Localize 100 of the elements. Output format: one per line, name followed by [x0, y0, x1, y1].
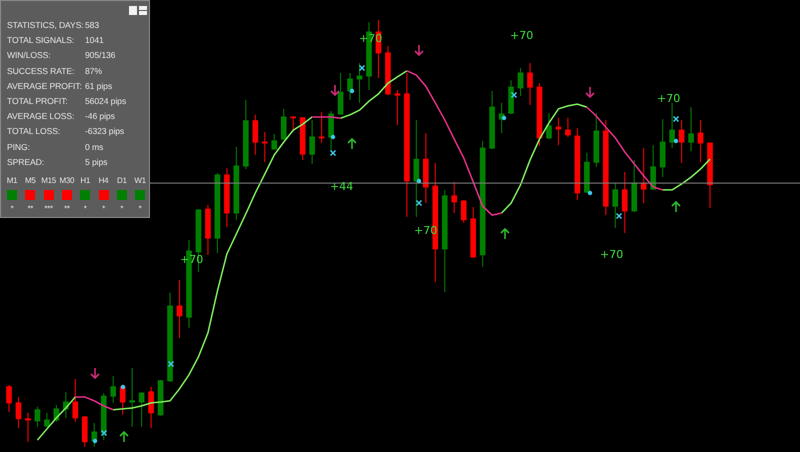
- candlestick: [214, 172, 220, 254]
- category-label: W1: [133, 176, 147, 185]
- candlestick: [290, 116, 296, 132]
- annotation: 1041: [85, 35, 104, 46]
- candlestick: [536, 82, 542, 146]
- annotation: STATISTICS, DAYS:: [7, 20, 84, 30]
- category-label: D1: [116, 176, 128, 185]
- candlestick: [622, 172, 628, 234]
- annotation: 87%: [85, 66, 102, 76]
- candlestick: [280, 108, 287, 140]
- candlestick: [318, 111, 324, 144]
- annotation: TOTAL SIGNALS:: [7, 35, 74, 46]
- category-label: M30: [58, 176, 76, 185]
- text: **: [64, 204, 70, 213]
- text: ***: [44, 204, 53, 213]
- candlestick: [640, 148, 647, 204]
- candlestick: [16, 396, 22, 429]
- candlestick: [460, 200, 467, 224]
- candlestick: [385, 46, 391, 96]
- annotation: WIN/LOSS:: [7, 50, 51, 60]
- category-label: H4: [98, 176, 110, 185]
- annotation: 0 ms: [85, 142, 104, 152]
- candlestick: [556, 117, 562, 146]
- candlestick: [451, 181, 458, 214]
- candlestick: [546, 112, 552, 140]
- annotation: +44: [330, 180, 354, 193]
- candlestick: [129, 367, 135, 428]
- candlestick: [508, 80, 514, 114]
- candlestick: [25, 412, 31, 442]
- annotation: SPREAD:: [7, 156, 44, 167]
- candlestick: [612, 182, 618, 228]
- annotation: AVERAGE LOSS:: [7, 111, 74, 122]
- candlestick: [480, 140, 486, 268]
- candlestick: [394, 90, 400, 126]
- category-label: M15: [40, 176, 57, 185]
- candlestick: [688, 106, 694, 152]
- candlestick: [252, 114, 258, 156]
- candlestick: [518, 67, 524, 97]
- candlestick: [158, 379, 164, 416]
- annotation: PING:: [7, 142, 30, 152]
- text: *: [138, 204, 142, 213]
- text: *: [10, 204, 14, 213]
- candlestick: [338, 72, 344, 116]
- candlestick: [224, 168, 230, 228]
- category-label: M5: [24, 176, 37, 185]
- annotation: +70: [657, 92, 680, 105]
- candlestick: [698, 119, 704, 163]
- candlestick: [574, 128, 580, 201]
- candlestick: [72, 378, 78, 422]
- annotation: 61 pips: [85, 80, 112, 91]
- candlestick: [138, 392, 144, 428]
- category-label: H1: [79, 176, 91, 185]
- candlestick: [176, 279, 182, 339]
- candlestick: [356, 62, 362, 104]
- annotation: 905/136: [85, 50, 116, 60]
- candlestick: [309, 119, 315, 164]
- candlestick: [442, 189, 448, 292]
- candlestick: [594, 112, 600, 168]
- annotation: +70: [600, 248, 624, 261]
- candlestick: [148, 386, 154, 429]
- candlestick: [347, 72, 353, 100]
- candlestick: [707, 142, 713, 208]
- candlestick: [82, 416, 88, 448]
- annotation: 583: [85, 20, 100, 30]
- candlestick: [489, 90, 495, 150]
- annotation: 5 pips: [85, 156, 108, 167]
- text: *: [84, 204, 87, 213]
- candlestick: [234, 146, 240, 220]
- candlestick: [660, 118, 666, 178]
- candlestick: [470, 206, 476, 258]
- candlestick: [205, 204, 211, 256]
- candlestick: [565, 117, 571, 138]
- candlestick: [167, 292, 173, 382]
- annotation: AVERAGE PROFIT:: [7, 80, 82, 91]
- candlestick: [328, 110, 334, 152]
- annotation: -6323 pips: [85, 126, 124, 136]
- annotation: TOTAL LOSS:: [7, 126, 60, 136]
- candlestick: [300, 116, 306, 161]
- candlestick: [110, 376, 116, 404]
- annotation: SUCCESS RATE:: [7, 66, 74, 76]
- candlestick: [243, 99, 249, 170]
- annotation: TOTAL PROFIT:: [7, 96, 68, 106]
- annotation: -46 pips: [85, 111, 115, 122]
- text: **: [27, 204, 34, 213]
- category-label: M1: [6, 176, 18, 185]
- candlestick: [6, 384, 12, 412]
- text: *: [120, 204, 124, 213]
- candlestick: [262, 131, 268, 163]
- annotation: +70: [359, 32, 382, 45]
- annotation: +70: [510, 29, 534, 42]
- candlestick: [422, 132, 429, 204]
- candlestick: [44, 412, 50, 428]
- candlestick: [602, 119, 609, 216]
- annotation: 56024 pips: [85, 96, 126, 106]
- candlestick: [34, 406, 40, 428]
- candlestick: [527, 62, 533, 106]
- text: *: [102, 204, 105, 213]
- candlestick: [631, 160, 638, 213]
- candlestick: [404, 72, 410, 218]
- candlestick: [271, 134, 278, 150]
